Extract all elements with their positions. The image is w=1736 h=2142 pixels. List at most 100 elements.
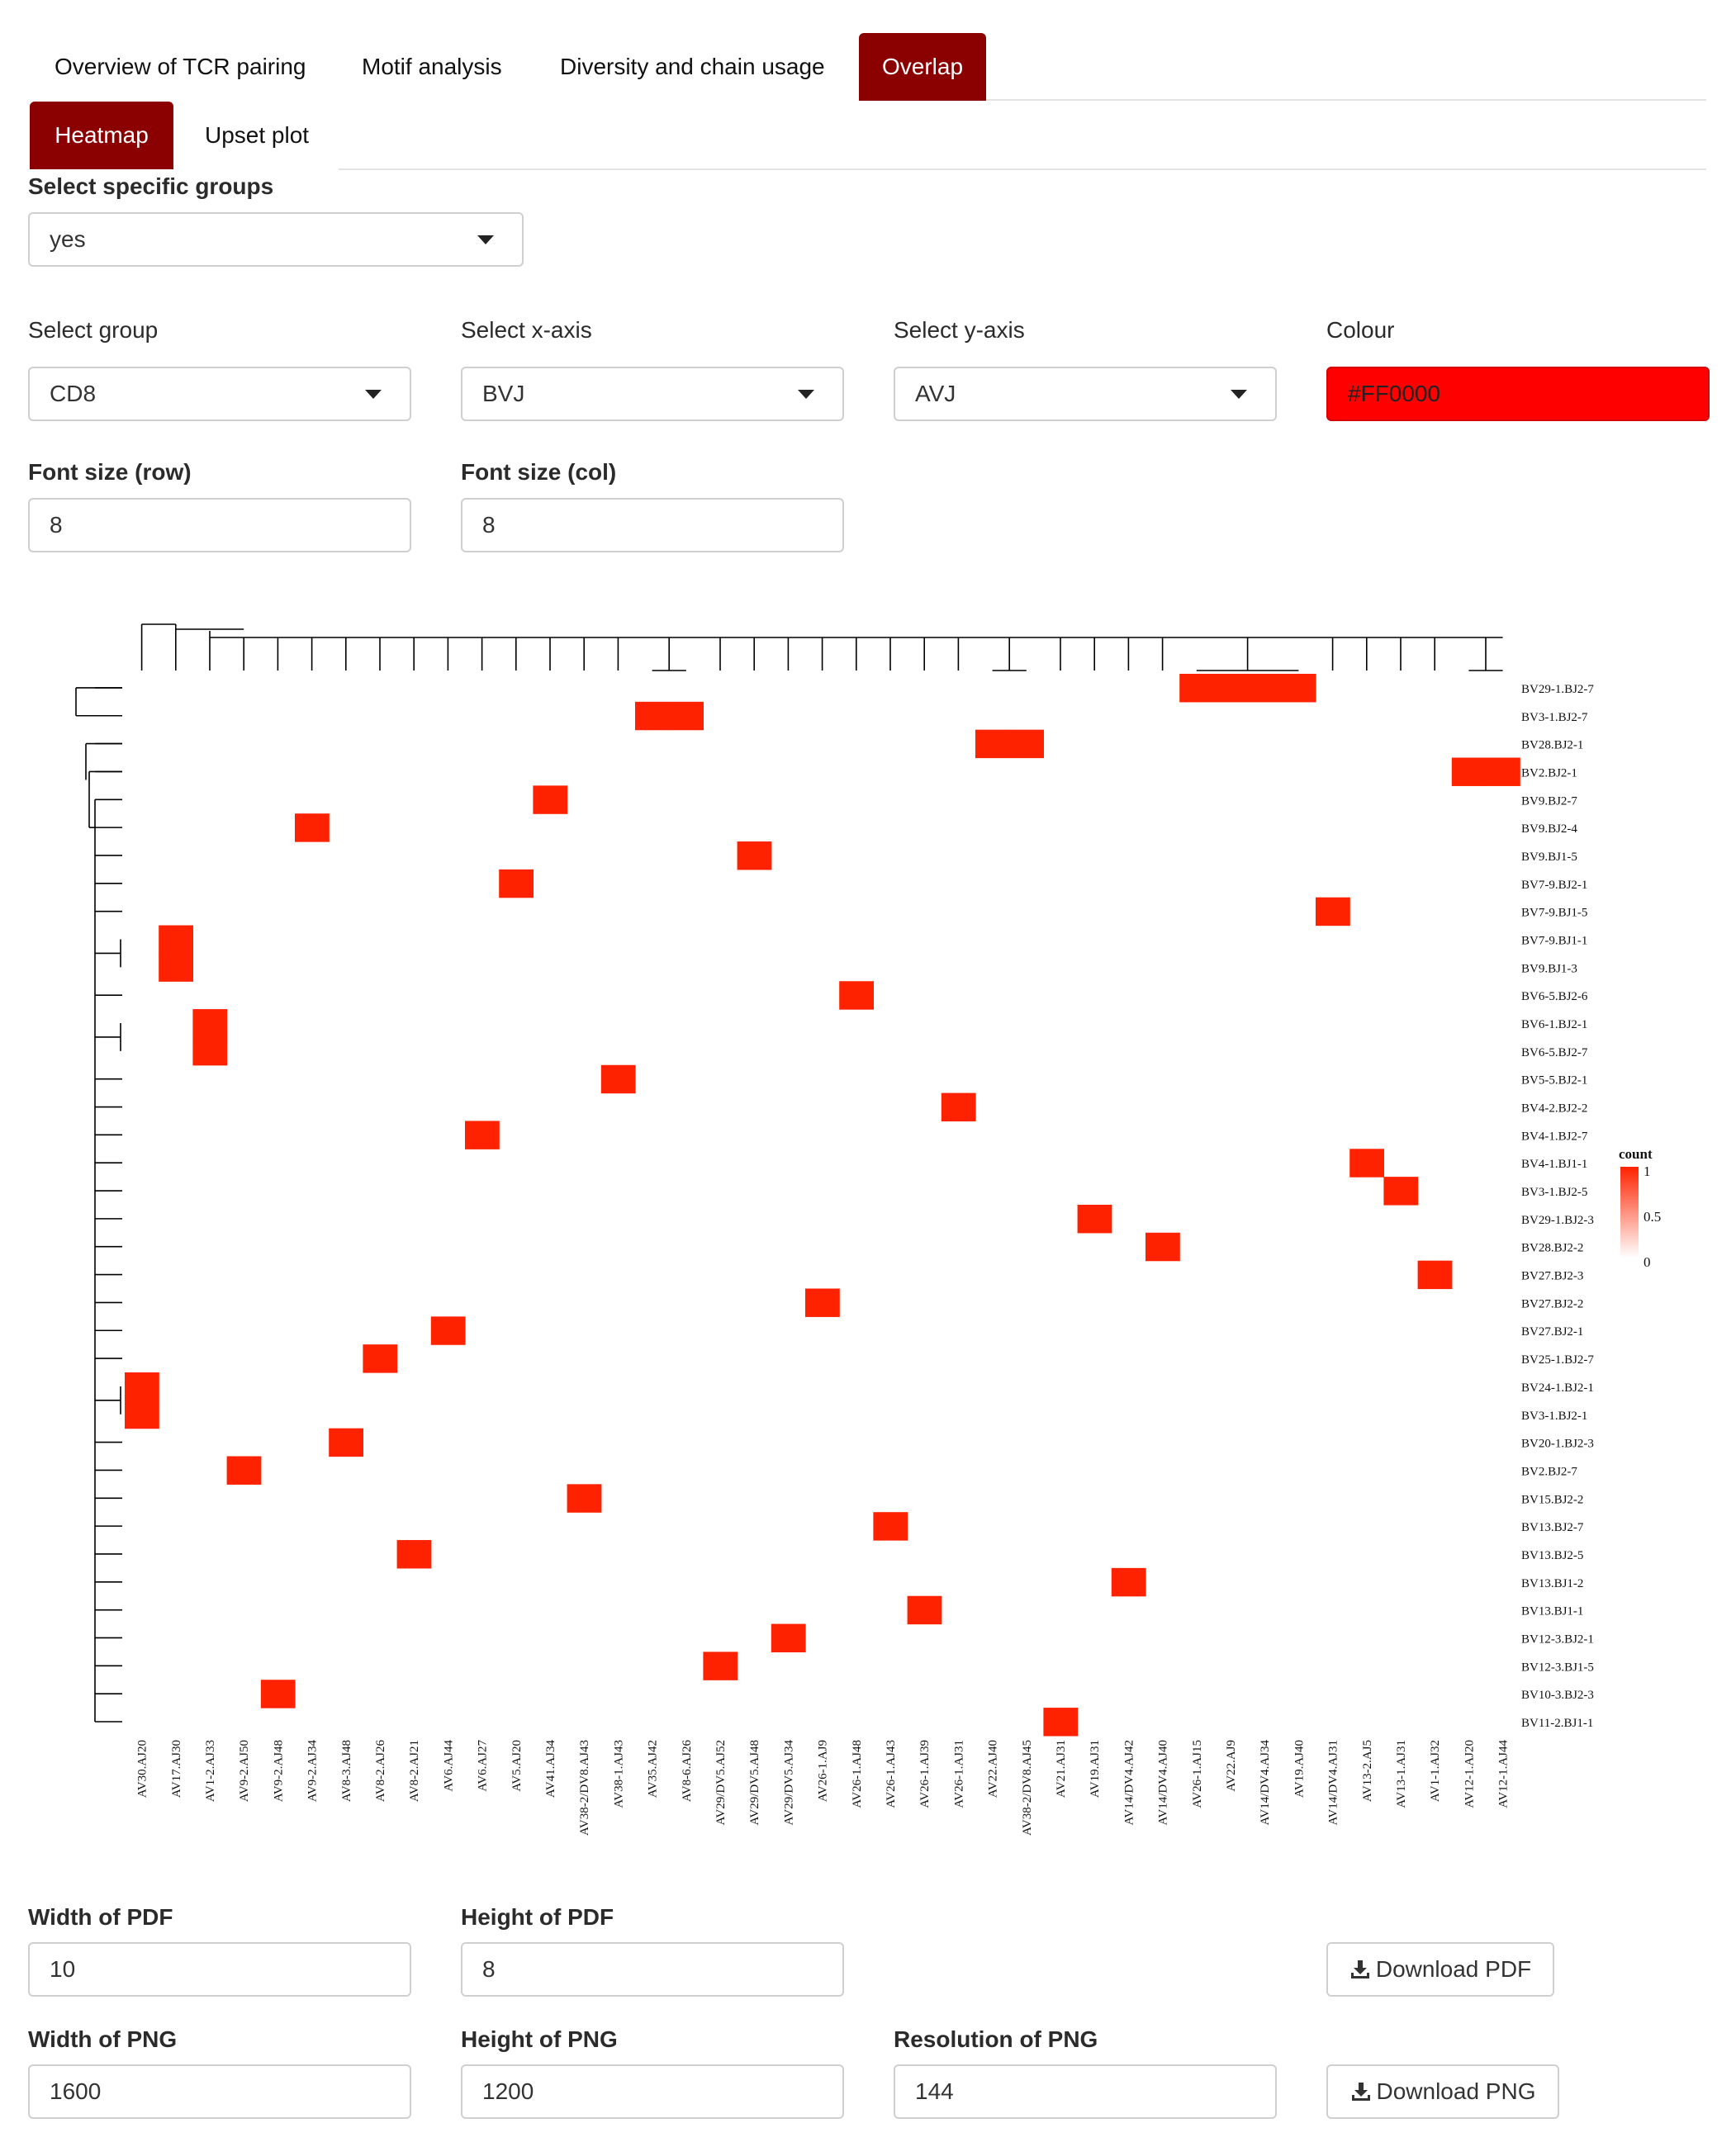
height-pdf-input[interactable]: 8 — [461, 1942, 844, 1997]
column-label: AV26-1.AJ15 — [1191, 1740, 1204, 1808]
heatmap-cell — [260, 1680, 296, 1708]
heatmap-cell — [295, 813, 330, 842]
colour-picker-input[interactable]: #FF0000 — [1326, 367, 1710, 421]
download-pdf-label: Download PDF — [1375, 1956, 1532, 1982]
font-size-col-input[interactable]: 8 — [461, 498, 844, 552]
heatmap-cell — [125, 1372, 159, 1401]
column-label: AV8-6.AJ26 — [681, 1740, 694, 1803]
chevron-down-icon — [477, 235, 494, 244]
width-png-label: Width of PNG — [28, 2026, 178, 2052]
font-size-row-input[interactable]: 8 — [28, 498, 411, 552]
download-icon — [1351, 2083, 1370, 2101]
row-label: BV9.BJ2-7 — [1521, 794, 1577, 808]
font-size-row-label: Font size (row) — [28, 459, 192, 485]
width-pdf-label: Width of PDF — [28, 1904, 173, 1930]
download-pdf-button[interactable]: Download PDF — [1326, 1942, 1554, 1997]
column-label: AV5.AJ20 — [510, 1740, 524, 1792]
column-labels: AV30.AJ20 AV17.AJ30 AV1-2.AJ33 AV9-2.AJ50 AV… — [136, 1740, 1511, 1836]
row-label: BV27.BJ2-3 — [1521, 1270, 1583, 1283]
row-label: BV4-1.BJ2-7 — [1521, 1130, 1588, 1143]
height-pdf-label: Height of PDF — [461, 1904, 614, 1930]
row-labels: BV29-1.BJ2-7 BV3-1.BJ2-7 BV28.BJ2-1 BV2.BJ2… — [1521, 683, 1594, 1730]
row-label: BV7-9.BJ1-5 — [1521, 907, 1587, 920]
column-label: AV29/DV5.AJ48 — [748, 1740, 761, 1825]
heatmap-cell — [396, 1540, 432, 1569]
column-label: AV8-3.AJ48 — [340, 1740, 353, 1802]
colour-label: Colour — [1326, 317, 1395, 343]
row-label: BV2.BJ2-7 — [1521, 1465, 1577, 1478]
column-label: AV12-1.AJ44 — [1497, 1740, 1511, 1808]
subtab-divider — [339, 168, 1706, 170]
heatmap-cell — [1213, 674, 1249, 703]
row-label: BV15.BJ2-2 — [1521, 1493, 1583, 1506]
row-label: BV9.BJ1-3 — [1521, 962, 1577, 975]
heatmap-cell — [1043, 1708, 1079, 1737]
select-group-dropdown[interactable]: CD8 — [28, 367, 411, 421]
heatmap-cell — [125, 1400, 159, 1429]
row-label: BV13.BJ2-7 — [1521, 1521, 1584, 1534]
column-label: AV35.AJ42 — [647, 1740, 660, 1798]
heatmap-cell — [1009, 729, 1044, 759]
download-png-button[interactable]: Download PNG — [1326, 2064, 1559, 2119]
row-label: BV20-1.BJ2-3 — [1521, 1438, 1594, 1451]
select-y-axis-value: AVJ — [915, 381, 956, 406]
tab-overlap[interactable]: Overlap — [859, 33, 986, 101]
column-label: AV30.AJ20 — [136, 1740, 149, 1798]
column-label: AV38-2/DV8.AJ43 — [578, 1740, 591, 1836]
heatmap-cell — [1111, 1567, 1146, 1597]
select-y-axis-dropdown[interactable]: AVJ — [894, 367, 1277, 421]
subtab-heatmap[interactable]: Heatmap — [30, 102, 173, 169]
tab-motif-analysis[interactable]: Motif analysis — [362, 54, 502, 79]
heatmap-cell — [430, 1316, 466, 1345]
download-png-label: Download PNG — [1376, 2078, 1536, 2104]
select-specific-groups-dropdown[interactable]: yes — [28, 212, 524, 267]
column-label: AV17.AJ30 — [170, 1740, 183, 1798]
column-label: AV12-1.AJ20 — [1463, 1740, 1476, 1808]
tab-diversity[interactable]: Diversity and chain usage — [560, 54, 825, 79]
heatmap-cell — [465, 1121, 500, 1149]
select-x-axis-dropdown[interactable]: BVJ — [461, 367, 844, 421]
heatmap-cell — [941, 1092, 976, 1122]
column-label: AV26-1.AJ43 — [885, 1740, 898, 1808]
select-group-label: Select group — [28, 317, 159, 343]
font-size-col-label: Font size (col) — [461, 459, 617, 485]
width-pdf-input[interactable]: 10 — [28, 1942, 411, 1997]
column-label: AV9-2.AJ48 — [272, 1740, 285, 1802]
resolution-png-input[interactable]: 144 — [894, 2064, 1277, 2119]
column-label: AV19.AJ40 — [1293, 1740, 1306, 1798]
row-label: BV4-1.BJ1-1 — [1521, 1158, 1587, 1171]
height-png-label: Height of PNG — [461, 2026, 618, 2052]
row-label: BV3-1.BJ2-5 — [1521, 1186, 1587, 1199]
row-label: BV11-2.BJ1-1 — [1521, 1717, 1593, 1730]
column-label: AV1-2.AJ33 — [204, 1740, 217, 1802]
heatmap-cell — [1316, 897, 1350, 926]
chevron-down-icon — [798, 390, 814, 399]
subtab-upset-plot[interactable]: Upset plot — [205, 122, 310, 148]
column-label: AV26-1.AJ39 — [918, 1740, 932, 1808]
chevron-down-icon — [1231, 390, 1247, 399]
column-label: AV19.AJ31 — [1089, 1740, 1102, 1798]
height-png-input[interactable]: 1200 — [461, 2064, 844, 2119]
heatmap-cell — [1383, 1177, 1419, 1206]
heatmap-cell — [1281, 674, 1316, 703]
chevron-down-icon — [365, 390, 382, 399]
legend-tick-1: 1 — [1644, 1163, 1651, 1179]
column-dendrogram — [140, 623, 1503, 671]
heatmap-cell — [1145, 1232, 1180, 1262]
row-label: BV12-3.BJ2-1 — [1521, 1633, 1594, 1646]
row-label: BV10-3.BJ2-3 — [1521, 1689, 1594, 1702]
heatmap-cell — [873, 1512, 908, 1541]
row-label: BV25-1.BJ2-7 — [1521, 1353, 1594, 1367]
tab-overview[interactable]: Overview of TCR pairing — [55, 54, 306, 79]
heatmap-cell — [771, 1623, 806, 1652]
width-png-input[interactable]: 1600 — [28, 2064, 411, 2119]
select-x-axis-label: Select x-axis — [461, 317, 592, 343]
row-label: BV7-9.BJ2-1 — [1521, 879, 1587, 892]
heatmap-cell — [533, 785, 568, 814]
row-label: BV28.BJ2-1 — [1521, 739, 1583, 752]
heatmap-cell — [1179, 674, 1214, 703]
heatmap-cell — [1451, 757, 1487, 786]
heatmap-cell — [703, 1652, 738, 1680]
column-label: AV26-1.AJ31 — [952, 1740, 965, 1808]
row-label: BV9.BJ1-5 — [1521, 851, 1577, 864]
